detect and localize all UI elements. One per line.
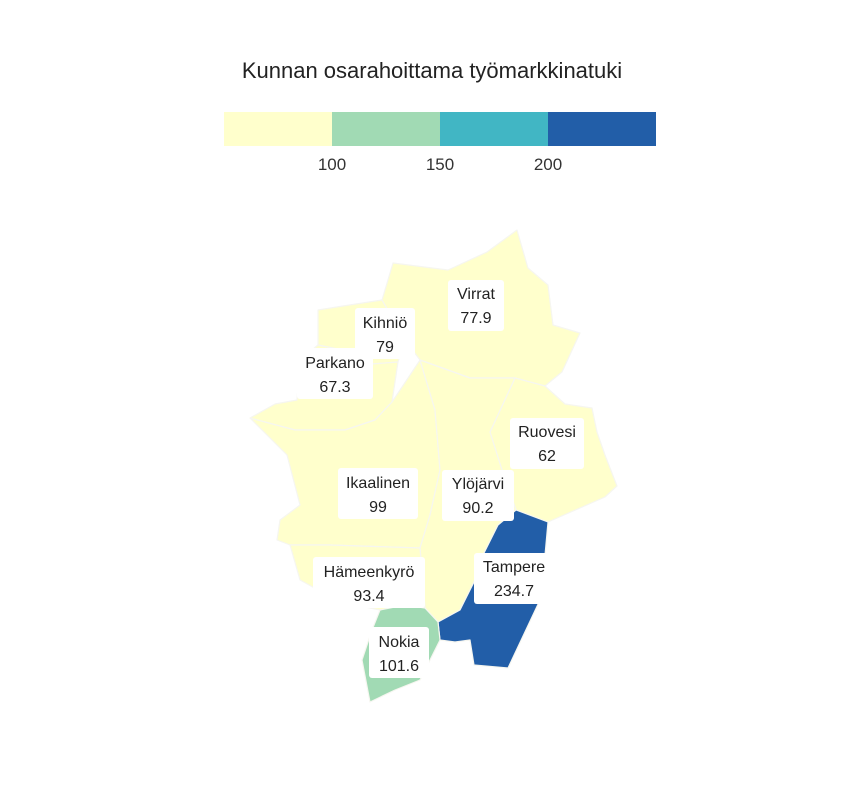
label-hameenkyro: Hämeenkyrö 93.4 bbox=[313, 557, 425, 608]
municipality-name: Tampere bbox=[483, 559, 545, 576]
municipality-value: 79 bbox=[376, 339, 394, 356]
label-nokia: Nokia 101.6 bbox=[369, 627, 429, 678]
map-title: Kunnan osarahoittama työmarkkinatuki bbox=[242, 58, 622, 83]
municipality-value: 62 bbox=[538, 448, 556, 465]
municipality-value: 90.2 bbox=[462, 500, 493, 517]
label-parkano: Parkano 67.3 bbox=[297, 348, 373, 399]
municipality-name: Parkano bbox=[305, 355, 365, 372]
municipality-name: Virrat bbox=[457, 286, 495, 303]
municipality-name: Hämeenkyrö bbox=[324, 564, 415, 581]
municipality-value: 99 bbox=[369, 499, 387, 516]
legend-tick-label: 200 bbox=[534, 155, 562, 174]
label-ikaalinen: Ikaalinen 99 bbox=[338, 468, 418, 519]
municipality-name: Ruovesi bbox=[518, 424, 576, 441]
municipality-value: 101.6 bbox=[379, 658, 419, 675]
legend-tick-label: 150 bbox=[426, 155, 454, 174]
municipality-value: 93.4 bbox=[353, 588, 384, 605]
label-tampere: Tampere 234.7 bbox=[474, 553, 554, 604]
municipality-value: 234.7 bbox=[494, 583, 534, 600]
legend-swatch bbox=[332, 112, 440, 146]
legend-swatch bbox=[548, 112, 656, 146]
municipality-name: Kihniö bbox=[363, 315, 408, 332]
municipality-name: Nokia bbox=[379, 634, 420, 651]
legend-tick-label: 100 bbox=[318, 155, 346, 174]
municipality-name: Ikaalinen bbox=[346, 475, 410, 492]
municipality-name: Ylöjärvi bbox=[452, 476, 504, 493]
label-ruovesi: Ruovesi 62 bbox=[510, 418, 584, 469]
municipality-labels: Virrat 77.9 Kihniö 79 Parkano 67.3 Ruove… bbox=[297, 280, 584, 678]
municipality-value: 77.9 bbox=[460, 310, 491, 327]
color-legend: 100 150 200 bbox=[224, 112, 656, 174]
label-ylojarvi: Ylöjärvi 90.2 bbox=[442, 470, 514, 521]
legend-swatch bbox=[440, 112, 548, 146]
legend-swatch bbox=[224, 112, 332, 146]
label-virrat: Virrat 77.9 bbox=[448, 280, 504, 331]
municipality-value: 67.3 bbox=[319, 379, 350, 396]
label-kihnio: Kihniö 79 bbox=[355, 308, 415, 359]
